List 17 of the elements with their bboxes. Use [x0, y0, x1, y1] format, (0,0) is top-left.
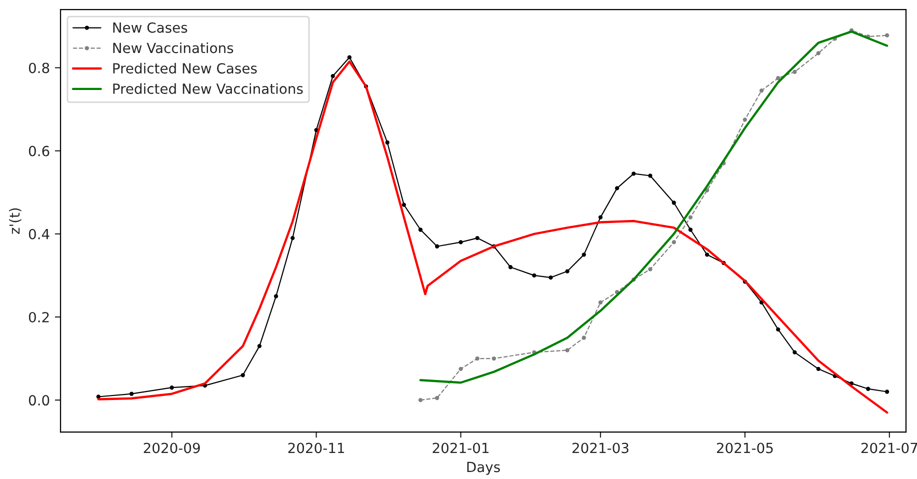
y-tick-label: 0.8 — [28, 62, 50, 74]
legend-label: New Vaccinations — [113, 42, 234, 54]
x-tick-label: 2021-07 — [861, 442, 917, 454]
y-tick-label: 0.2 — [28, 312, 49, 322]
x-axis-title: Days — [467, 462, 500, 475]
legend-label: Predicted New Vaccinations — [113, 83, 303, 94]
x-tick-label: 2020-09 — [144, 442, 200, 454]
y-tick-label: 0.0 — [28, 395, 50, 406]
x-tick-label: 2020-11 — [288, 442, 344, 454]
x-tick-label: 2021-05 — [716, 442, 773, 454]
x-tick-label: 2021-01 — [432, 442, 488, 454]
y-tick-label: 0.6 — [28, 146, 50, 156]
x-tick-label: 2021-03 — [572, 442, 628, 454]
legend-label: New Cases — [113, 22, 188, 33]
y-axis-title: z'(t) — [9, 208, 22, 234]
y-tick-label: 0.4 — [28, 228, 50, 240]
legend-label: Predicted New Cases — [113, 62, 257, 74]
